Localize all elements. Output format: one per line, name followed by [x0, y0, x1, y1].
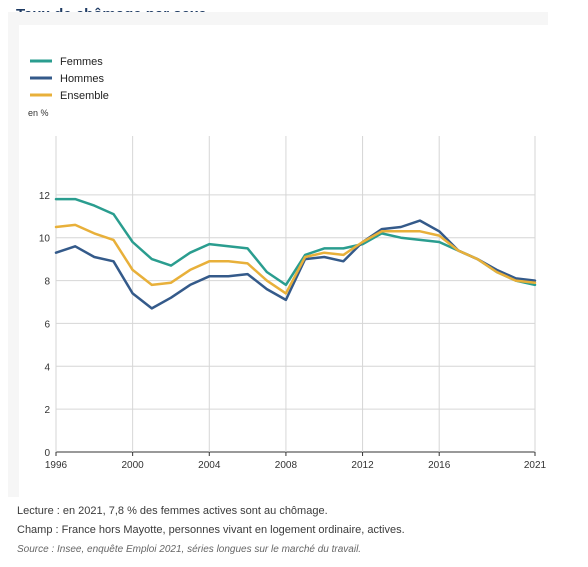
x-tick-label: 2004	[198, 460, 221, 471]
y-axis-label: en %	[28, 108, 49, 118]
x-tick-label: 1996	[45, 460, 68, 471]
x-tick-label: 2008	[275, 460, 298, 471]
legend-label-femmes: Femmes	[60, 56, 103, 68]
legend-label-hommes: Hommes	[60, 73, 105, 85]
y-tick-label: 8	[44, 277, 50, 288]
chart-panel: 0 2 4 6 8 10 12 1996 2000 2004 2008 2012 2016 2021 en …	[8, 12, 551, 506]
y-tick-label: 10	[39, 234, 51, 245]
chart-notes: Lecture : en 2021, 7,8 % des femmes acti…	[17, 502, 577, 559]
chart-area: 0 2 4 6 8 10 12 1996 2000 2004 2008 2012 2016 2021 en …	[19, 25, 551, 506]
series-line-ensemble	[54, 223, 537, 295]
series-line-femmes	[54, 197, 537, 287]
legend-label-ensemble: Ensemble	[60, 90, 109, 102]
y-tick-label: 12	[39, 191, 51, 202]
x-tick-label: 2000	[122, 460, 145, 471]
x-tick-label: 2016	[428, 460, 451, 471]
y-tick-label: 4	[44, 362, 50, 373]
champ-note: Champ : France hors Mayotte, personnes v…	[17, 524, 405, 536]
lecture-note: Lecture : en 2021, 7,8 % des femmes acti…	[17, 505, 328, 517]
y-tick-label: 2	[44, 405, 50, 416]
x-tick-label: 2021	[524, 460, 547, 471]
line-chart: 0 2 4 6 8 10 12 1996 2000 2004 2008 2012 2016 2021 en …	[28, 56, 547, 471]
y-tick-label: 6	[44, 319, 50, 330]
y-tick-label: 0	[44, 448, 50, 459]
x-tick-label: 2012	[351, 460, 374, 471]
source-note: Source : Insee, enquête Emploi 2021, sér…	[17, 544, 362, 555]
